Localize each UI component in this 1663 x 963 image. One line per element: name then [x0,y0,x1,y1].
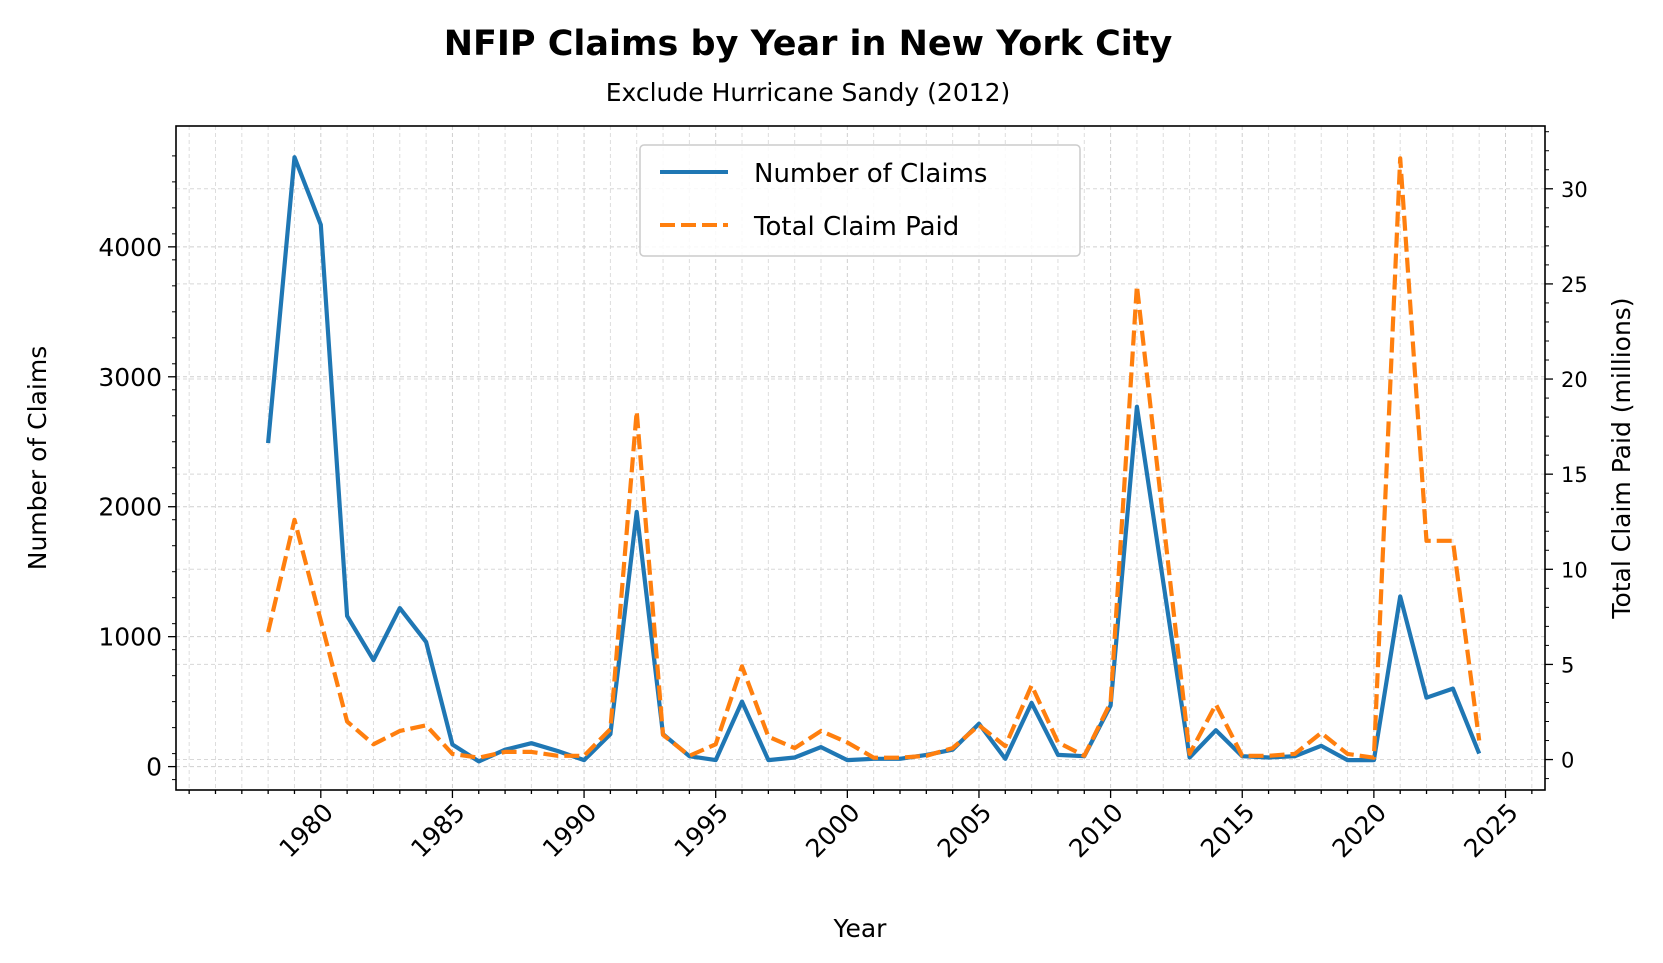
series-layer [266,155,1482,764]
series-line-total-claim-paid [266,156,1482,760]
y-tick-label: 0 [146,753,162,782]
x-tick-label: 2015 [1195,798,1260,863]
legend-label-claims: Number of Claims [754,159,987,189]
y2-tick-label: 15 [1561,463,1588,487]
legend-label-paid: Total Claim Paid [753,212,959,242]
x-tick-label: 2005 [932,798,997,863]
y2-axis-label: Total Claim Paid (millions) [1607,297,1636,619]
chart-subtitle: Exclude Hurricane Sandy (2012) [606,78,1011,107]
chart-title: NFIP Claims by Year in New York City [444,24,1173,64]
y-tick-label: 4000 [98,233,162,262]
y-tick-label: 1000 [98,623,162,652]
x-tick-label: 1995 [668,798,733,863]
y2-tick-label: 20 [1561,368,1588,392]
plot-frame [175,125,1546,791]
legend-box [639,144,1081,257]
y-tick-label: 3000 [98,363,162,392]
y-tick-label: 2000 [98,493,162,522]
x-tick-label: 1980 [274,798,339,863]
y2-tick-label: 25 [1561,273,1588,297]
y2-tick-label: 0 [1561,749,1574,773]
x-axis-label: Year [833,914,888,943]
grid [176,126,1545,790]
y-axis-label: Number of Claims [23,346,52,570]
y2-tick-label: 5 [1561,653,1574,677]
x-tick-label: 1985 [405,798,470,863]
x-tick-label: 2000 [800,798,865,863]
x-tick-label: 2020 [1327,798,1392,863]
x-tick-label: 1990 [537,798,602,863]
x-tick-label: 2025 [1458,798,1523,863]
legend: Number of Claims Total Claim Paid [639,144,1081,257]
y2-tick-label: 30 [1561,178,1588,202]
x-tick-label: 2010 [1063,798,1128,863]
y2-tick-label: 10 [1561,558,1588,582]
